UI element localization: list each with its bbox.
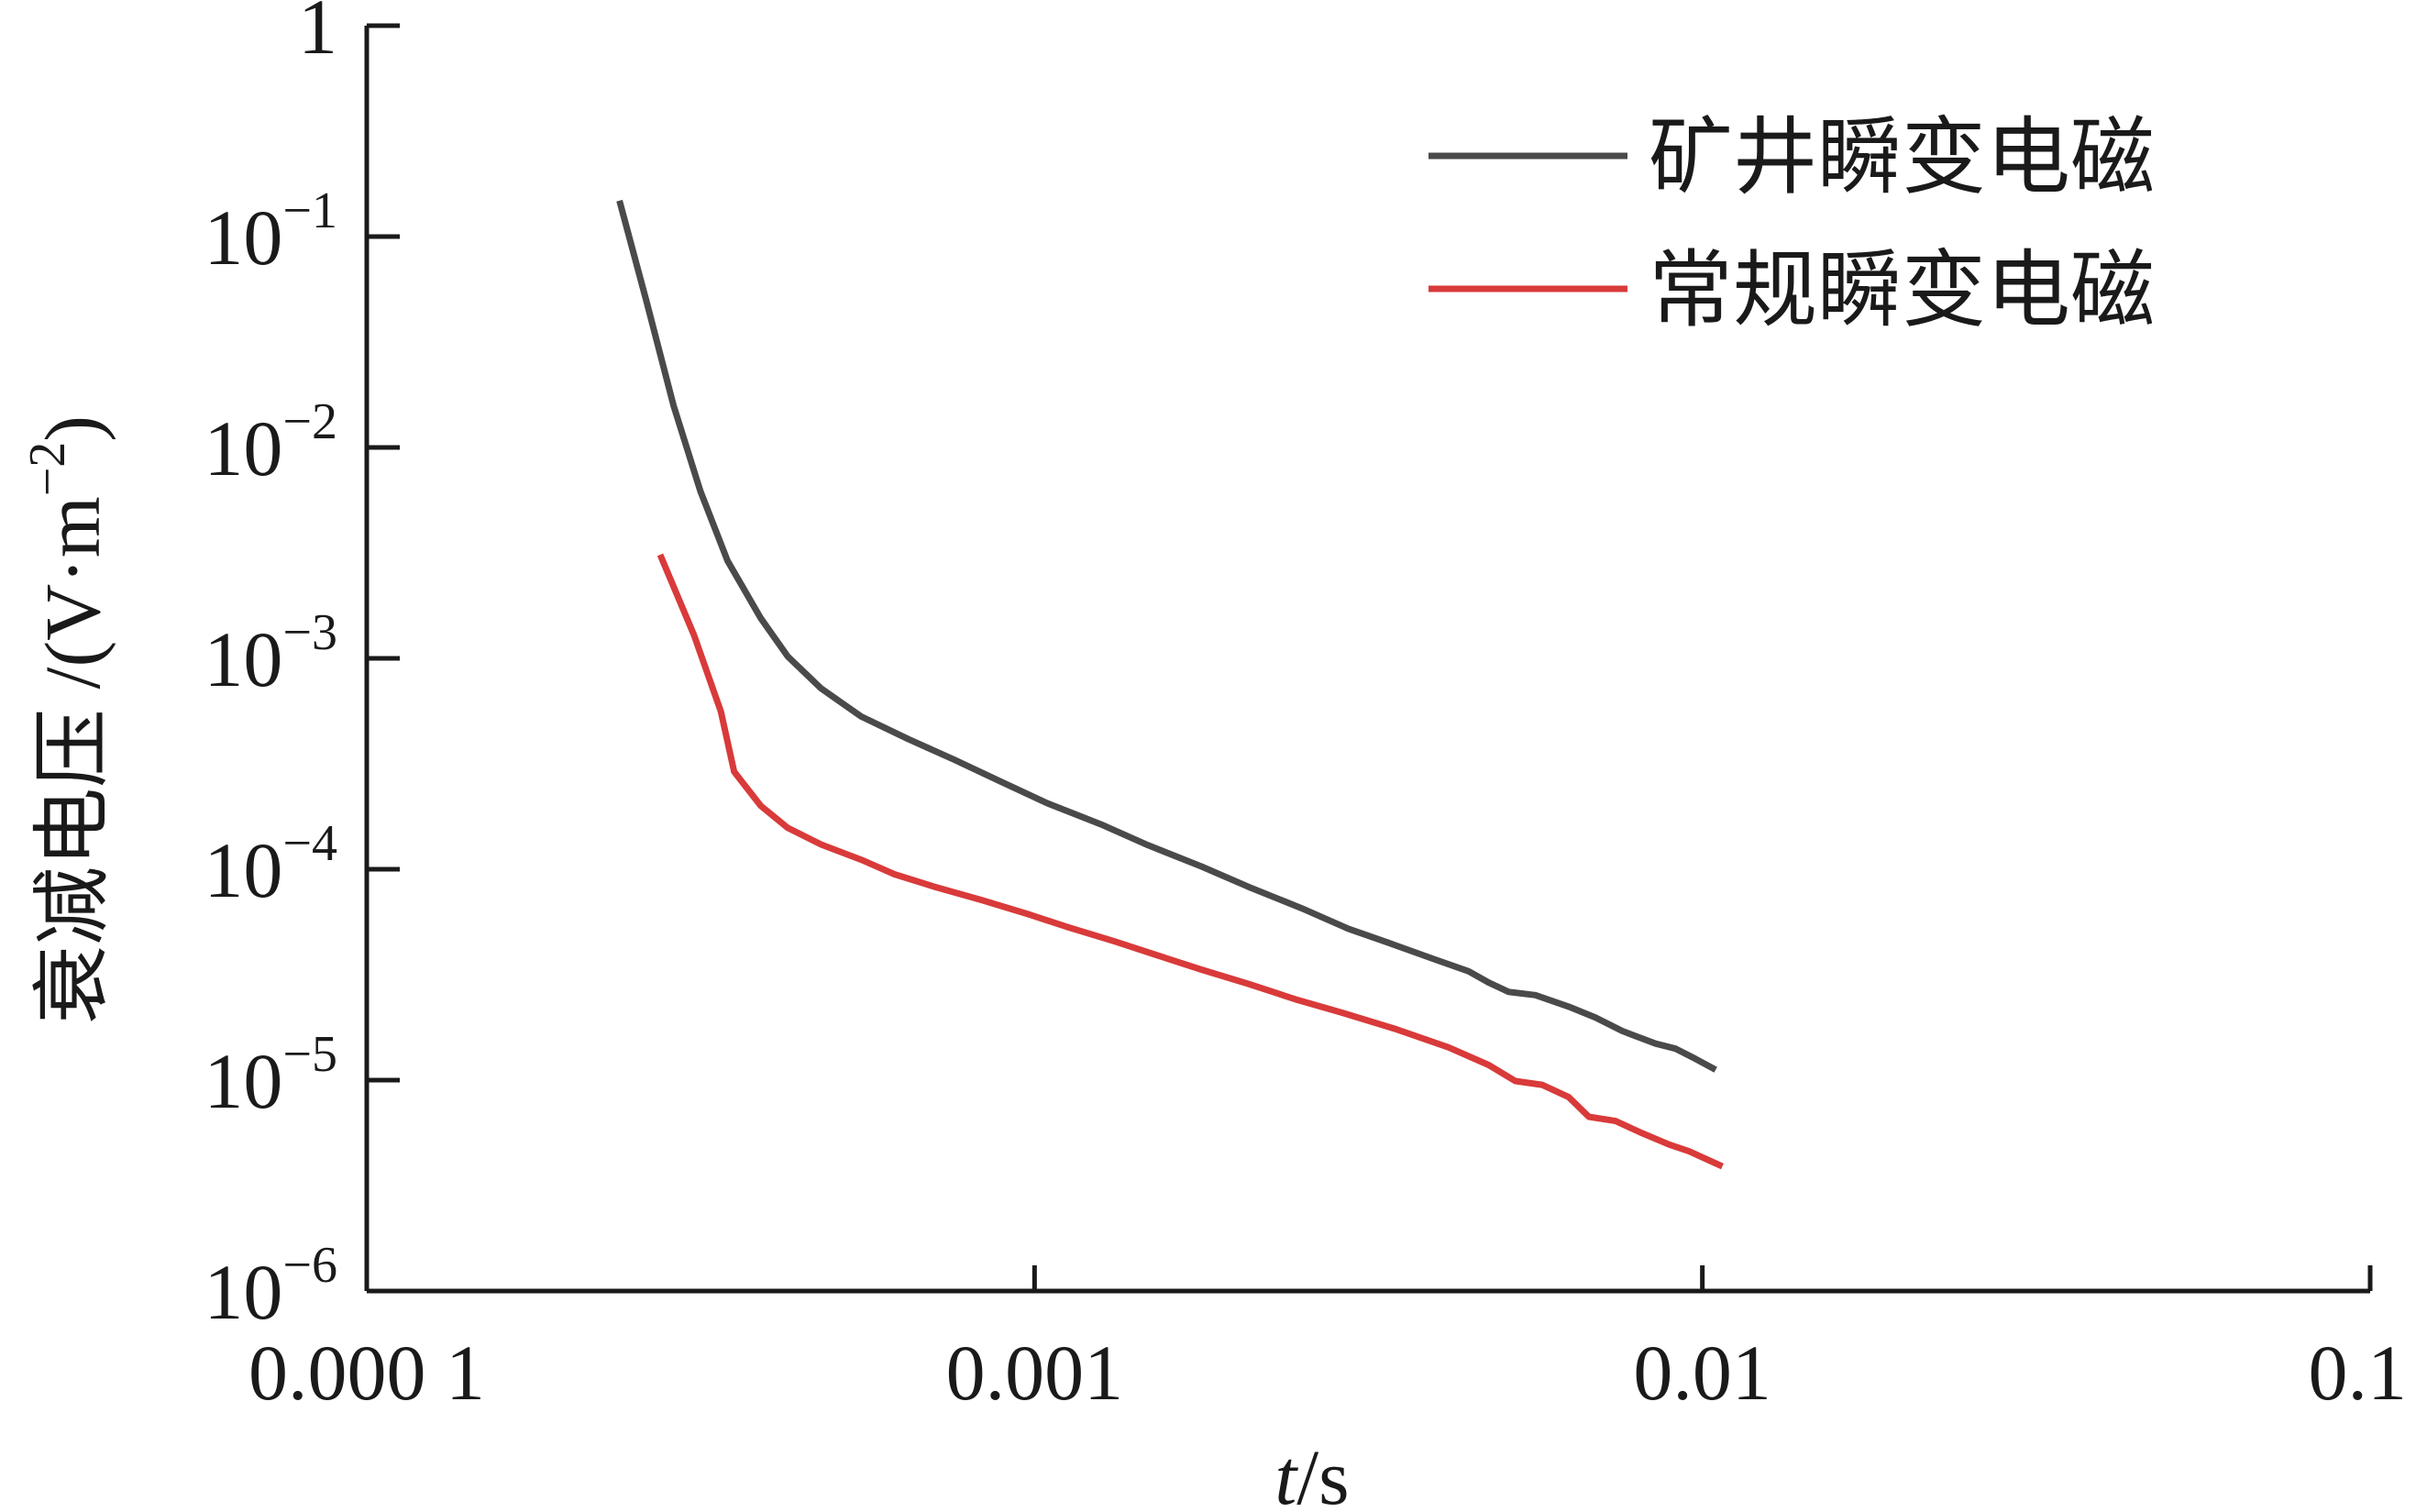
x-tick-label: 0.001 — [946, 1329, 1124, 1417]
y-tick-label: 10−5 — [204, 1026, 337, 1125]
axis-labels: t/s 衰减电压 /(V·m−2) — [19, 415, 1350, 1512]
y-tick-label: 10−2 — [204, 393, 337, 492]
series-lines — [616, 199, 1724, 1170]
x-tick-label: 0.000 1 — [248, 1329, 485, 1417]
y-tick-label: 10−3 — [204, 604, 337, 703]
x-tick-label: 0.1 — [2309, 1329, 2408, 1417]
y-tick-label: 10−1 — [204, 182, 337, 281]
y-tick-label: 1 — [298, 0, 337, 71]
y-tick-label: 10−6 — [204, 1237, 337, 1336]
y-axis-title: 衰减电压 /(V·m−2) — [19, 415, 116, 1024]
axes: 1 10−1 10−2 10−3 10−4 10−5 10−60.000 1 0.001 0.0… — [204, 0, 2407, 1417]
x-tick-label: 0.01 — [1633, 1329, 1771, 1417]
x-axis-title: t/s — [1274, 1433, 1349, 1507]
legend-label: 常规瞬变电磁 — [1649, 244, 2155, 337]
series-line-2 — [656, 553, 1724, 1170]
series-line-1 — [616, 199, 1717, 1073]
y-tick-label: 10−4 — [204, 815, 337, 914]
legend-label: 矿井瞬变电磁 — [1649, 111, 2155, 204]
